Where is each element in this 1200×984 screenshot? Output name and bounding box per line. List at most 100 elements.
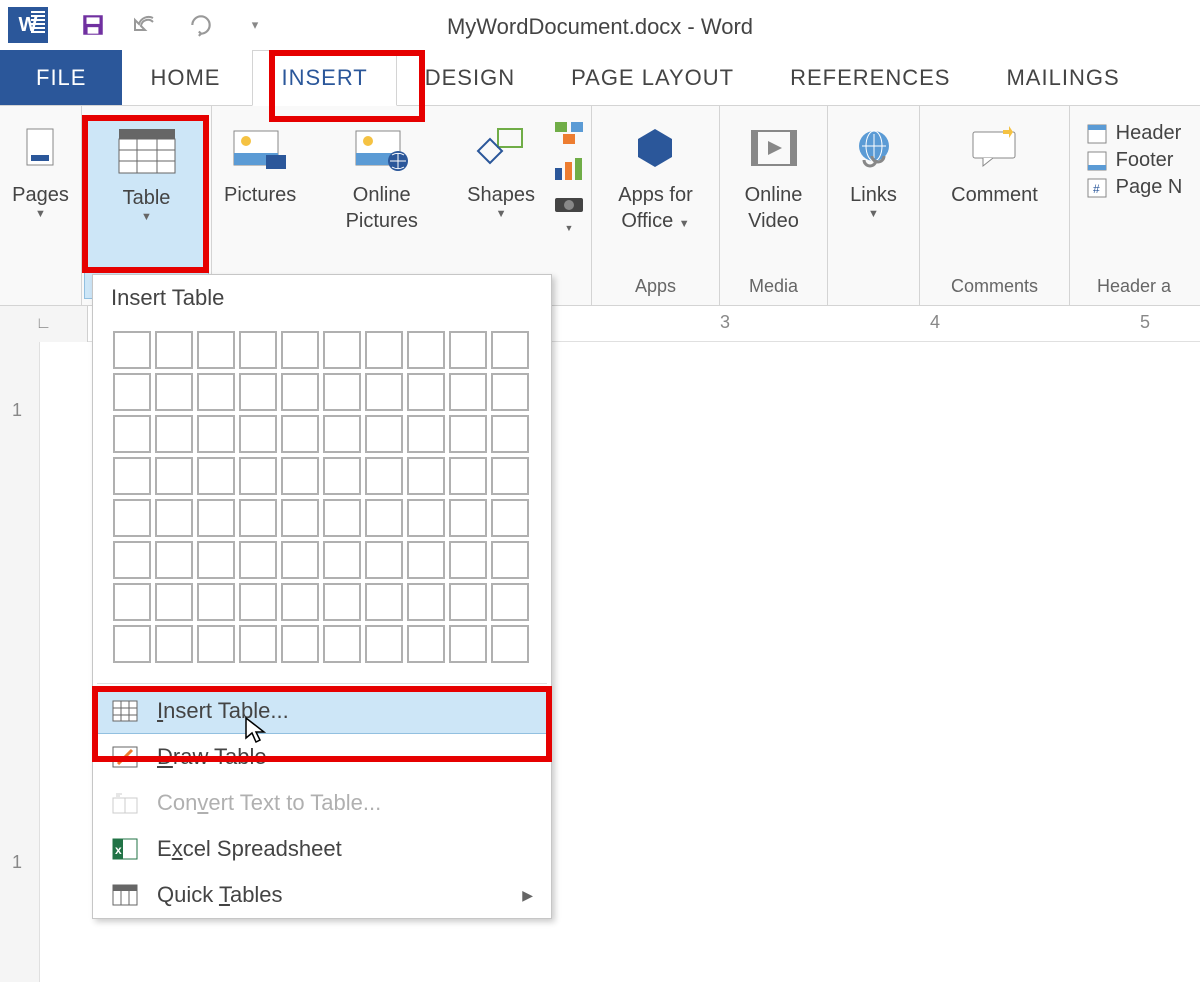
grid-cell[interactable] xyxy=(155,415,193,453)
grid-cell[interactable] xyxy=(281,373,319,411)
grid-cell[interactable] xyxy=(407,583,445,621)
grid-cell[interactable] xyxy=(197,583,235,621)
grid-cell[interactable] xyxy=(449,541,487,579)
shapes-button[interactable]: Shapes ▼ xyxy=(455,114,547,301)
grid-cell[interactable] xyxy=(365,415,403,453)
grid-cell[interactable] xyxy=(239,415,277,453)
apps-for-office-button[interactable]: Apps forOffice ▼ xyxy=(606,114,704,276)
grid-cell[interactable] xyxy=(113,415,151,453)
grid-cell[interactable] xyxy=(239,499,277,537)
insert-table-menu-item[interactable]: Insert Table... xyxy=(93,688,551,734)
tab-page-layout[interactable]: PAGE LAYOUT xyxy=(543,50,762,105)
pages-button[interactable]: Pages ▼ xyxy=(0,114,81,301)
grid-cell[interactable] xyxy=(491,415,529,453)
grid-cell[interactable] xyxy=(449,457,487,495)
grid-cell[interactable] xyxy=(407,415,445,453)
grid-cell[interactable] xyxy=(323,457,361,495)
tab-mailings[interactable]: MAILINGS xyxy=(978,50,1147,105)
grid-cell[interactable] xyxy=(239,625,277,663)
grid-cell[interactable] xyxy=(365,583,403,621)
table-size-grid[interactable] xyxy=(93,321,551,679)
draw-table-menu-item[interactable]: Draw Table xyxy=(93,734,551,780)
grid-cell[interactable] xyxy=(281,541,319,579)
grid-cell[interactable] xyxy=(491,373,529,411)
grid-cell[interactable] xyxy=(323,499,361,537)
excel-spreadsheet-menu-item[interactable]: x Excel Spreadsheet xyxy=(93,826,551,872)
grid-cell[interactable] xyxy=(197,541,235,579)
grid-cell[interactable] xyxy=(491,583,529,621)
grid-cell[interactable] xyxy=(491,457,529,495)
grid-cell[interactable] xyxy=(365,499,403,537)
grid-cell[interactable] xyxy=(197,331,235,369)
grid-cell[interactable] xyxy=(155,583,193,621)
quick-tables-menu-item[interactable]: Quick Tables ▶ xyxy=(93,872,551,918)
grid-cell[interactable] xyxy=(365,331,403,369)
grid-cell[interactable] xyxy=(155,541,193,579)
grid-cell[interactable] xyxy=(113,625,151,663)
grid-cell[interactable] xyxy=(365,457,403,495)
grid-cell[interactable] xyxy=(449,331,487,369)
grid-cell[interactable] xyxy=(323,541,361,579)
grid-cell[interactable] xyxy=(113,583,151,621)
grid-cell[interactable] xyxy=(113,331,151,369)
grid-cell[interactable] xyxy=(323,331,361,369)
grid-cell[interactable] xyxy=(449,625,487,663)
grid-cell[interactable] xyxy=(239,457,277,495)
grid-cell[interactable] xyxy=(281,499,319,537)
grid-cell[interactable] xyxy=(281,457,319,495)
grid-cell[interactable] xyxy=(113,499,151,537)
grid-cell[interactable] xyxy=(323,625,361,663)
grid-cell[interactable] xyxy=(491,541,529,579)
grid-cell[interactable] xyxy=(113,373,151,411)
grid-cell[interactable] xyxy=(323,415,361,453)
grid-cell[interactable] xyxy=(407,373,445,411)
header-button[interactable]: Header xyxy=(1086,122,1183,145)
grid-cell[interactable] xyxy=(281,331,319,369)
grid-cell[interactable] xyxy=(407,331,445,369)
grid-cell[interactable] xyxy=(365,625,403,663)
footer-button[interactable]: Footer xyxy=(1086,149,1183,172)
online-video-button[interactable]: OnlineVideo xyxy=(733,114,815,276)
grid-cell[interactable] xyxy=(113,541,151,579)
grid-cell[interactable] xyxy=(113,457,151,495)
links-button[interactable]: Links ▼ xyxy=(838,114,910,301)
tab-references[interactable]: REFERENCES xyxy=(762,50,978,105)
grid-cell[interactable] xyxy=(407,625,445,663)
grid-cell[interactable] xyxy=(239,331,277,369)
comment-button[interactable]: Comment xyxy=(939,114,1050,276)
grid-cell[interactable] xyxy=(491,625,529,663)
grid-cell[interactable] xyxy=(365,541,403,579)
grid-cell[interactable] xyxy=(281,625,319,663)
grid-cell[interactable] xyxy=(155,625,193,663)
grid-cell[interactable] xyxy=(491,331,529,369)
tab-insert[interactable]: INSERT xyxy=(252,50,396,106)
grid-cell[interactable] xyxy=(449,583,487,621)
grid-cell[interactable] xyxy=(365,373,403,411)
smartart-button[interactable] xyxy=(553,120,585,146)
tab-home[interactable]: HOME xyxy=(122,50,248,105)
grid-cell[interactable] xyxy=(155,457,193,495)
page-number-button[interactable]: # Page N xyxy=(1086,176,1183,199)
grid-cell[interactable] xyxy=(281,415,319,453)
screenshot-button[interactable]: ▼ xyxy=(553,192,585,237)
grid-cell[interactable] xyxy=(449,415,487,453)
tab-selector[interactable]: ∟ xyxy=(0,306,88,342)
grid-cell[interactable] xyxy=(407,457,445,495)
grid-cell[interactable] xyxy=(197,499,235,537)
grid-cell[interactable] xyxy=(239,373,277,411)
chart-button[interactable] xyxy=(553,156,585,182)
tab-design[interactable]: DESIGN xyxy=(397,50,543,105)
grid-cell[interactable] xyxy=(197,625,235,663)
grid-cell[interactable] xyxy=(323,373,361,411)
grid-cell[interactable] xyxy=(197,373,235,411)
pictures-button[interactable]: Pictures xyxy=(212,114,308,301)
grid-cell[interactable] xyxy=(155,373,193,411)
grid-cell[interactable] xyxy=(239,541,277,579)
tab-file[interactable]: FILE xyxy=(0,50,122,105)
grid-cell[interactable] xyxy=(197,415,235,453)
table-button[interactable]: Table ▼ xyxy=(84,116,209,299)
grid-cell[interactable] xyxy=(323,583,361,621)
grid-cell[interactable] xyxy=(281,583,319,621)
online-pictures-button[interactable]: Online Pictures xyxy=(308,114,455,301)
grid-cell[interactable] xyxy=(449,373,487,411)
